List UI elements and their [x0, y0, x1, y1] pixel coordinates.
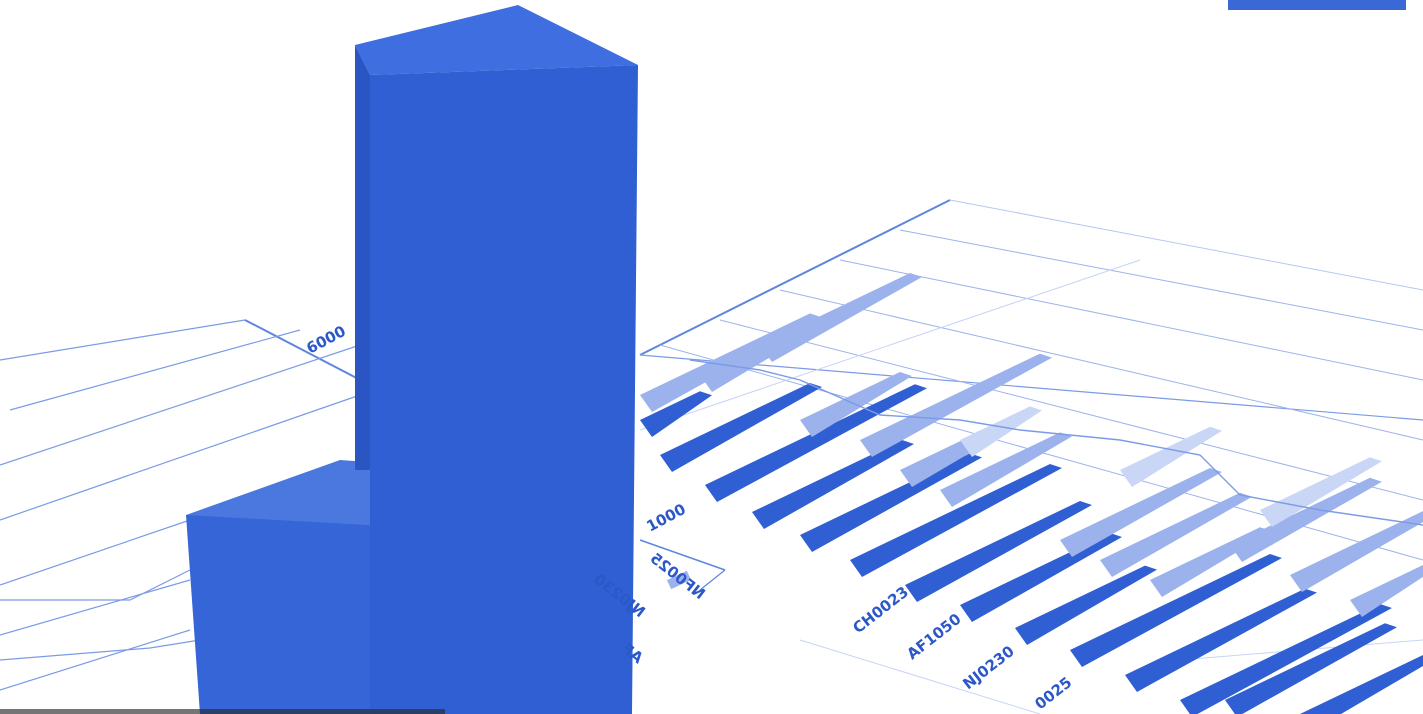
bar-24	[1230, 477, 1382, 562]
bar-8	[1015, 565, 1157, 645]
bar-3	[752, 440, 914, 529]
tall-block-left	[355, 45, 370, 470]
bar-6	[905, 501, 1092, 602]
mirrored-label-nf0025: NF0025	[647, 549, 709, 603]
bar-4	[800, 453, 982, 552]
foreground-blocks	[186, 5, 638, 714]
bottom-edge-strip	[0, 709, 445, 714]
bar-28	[1120, 426, 1222, 487]
bar-1	[660, 383, 822, 472]
bar-29	[1260, 457, 1382, 527]
bar-26	[1350, 564, 1423, 617]
bar-16	[760, 273, 922, 362]
bar-21	[1060, 468, 1222, 557]
bar-7	[960, 533, 1122, 622]
bar-0	[640, 391, 712, 437]
grid-plane-right	[639, 199, 1423, 561]
bar-11	[1180, 604, 1392, 714]
grid-plane-left	[0, 319, 371, 691]
bar-27	[960, 406, 1042, 457]
category-label-af1050: AF1050	[903, 610, 964, 663]
trend-line	[689, 359, 1423, 526]
corner-strip	[1228, 0, 1406, 10]
bar-group	[640, 273, 1423, 714]
bar-18	[860, 353, 1052, 457]
tall-block-front	[370, 65, 638, 714]
bar-2	[705, 384, 927, 502]
bar-9	[1070, 554, 1282, 667]
bar-10	[1125, 588, 1317, 692]
category-label-partial: 0025	[1031, 673, 1075, 713]
bar-12	[1225, 623, 1397, 714]
category-label-nj0230: NJ0230	[959, 642, 1017, 693]
bar-25	[1290, 511, 1423, 592]
chart-floor	[639, 539, 1423, 714]
axis-label-6000: 6000	[303, 322, 348, 357]
bar-5	[850, 464, 1062, 577]
bar-22	[1100, 492, 1252, 577]
bar-20	[940, 432, 1072, 507]
category-label-ch0023: CH0023	[849, 583, 912, 637]
bar-13	[1300, 654, 1423, 714]
axis-label-1000: 1000	[643, 500, 688, 535]
tall-block-top	[355, 5, 638, 75]
